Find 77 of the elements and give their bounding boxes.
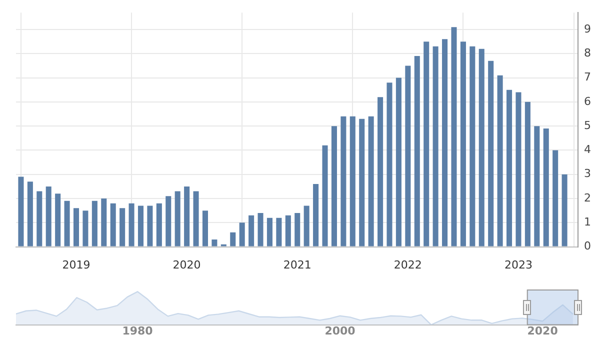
bar (193, 191, 199, 246)
y-tick-label: 0 (584, 240, 591, 253)
bar (285, 215, 291, 246)
bar (46, 186, 52, 246)
bar (442, 39, 448, 246)
bar (396, 78, 402, 246)
bar (156, 203, 162, 246)
x-tick-label: 2022 (394, 258, 422, 272)
x-tick-label: 2019 (62, 258, 90, 272)
bar (534, 126, 540, 246)
bar (27, 182, 33, 246)
bar (184, 186, 190, 246)
bar (414, 56, 420, 246)
bar (350, 116, 356, 246)
y-tick-label: 3 (584, 167, 591, 180)
bar (470, 46, 476, 246)
bar (451, 27, 457, 246)
bar (506, 90, 512, 246)
bar (120, 208, 126, 246)
bar (294, 213, 300, 246)
y-tick-label: 9 (584, 22, 591, 36)
bar (266, 218, 272, 246)
bar (516, 92, 522, 246)
x-tick-label: 1980 (122, 324, 154, 338)
bar (378, 97, 384, 246)
bar (543, 128, 549, 246)
x-tick-label: 2023 (504, 258, 532, 272)
bar (64, 200, 70, 246)
x-tick-label: 2021 (283, 258, 312, 272)
bar (212, 240, 218, 246)
bar (202, 210, 208, 246)
bar (92, 200, 98, 246)
bar (552, 150, 558, 246)
bar (331, 126, 337, 246)
bar (276, 218, 282, 246)
bar (304, 206, 310, 246)
bar (424, 42, 430, 246)
bar (230, 232, 236, 246)
bar (174, 191, 180, 246)
bar (368, 116, 374, 246)
y-tick-label: 2 (584, 191, 591, 204)
y-tick-label: 7 (584, 70, 591, 84)
bar (55, 194, 61, 246)
bar (248, 215, 254, 246)
y-tick-label: 5 (584, 118, 591, 132)
y-tick-label: 1 (584, 216, 591, 229)
bar (82, 210, 88, 246)
bar (166, 196, 172, 246)
bar (524, 102, 530, 246)
y-tick-label: 6 (584, 94, 591, 108)
y-tick-label: 4 (584, 143, 591, 156)
bar (488, 60, 494, 246)
bar (73, 208, 80, 246)
bar (239, 222, 245, 246)
bar (460, 42, 466, 246)
bar (340, 116, 346, 246)
bar (101, 198, 107, 246)
y-tick-label: 8 (584, 46, 591, 60)
bar (18, 176, 24, 246)
bar (258, 213, 264, 246)
bar (313, 184, 319, 246)
x-tick-label: 2020 (172, 258, 201, 272)
bar (128, 203, 134, 246)
bar (497, 75, 503, 246)
bar (110, 203, 116, 246)
bar (36, 191, 42, 246)
bar (562, 174, 568, 246)
bar (147, 206, 153, 246)
bar (322, 145, 328, 246)
bar (386, 82, 392, 246)
bar (138, 206, 144, 246)
x-tick-label: 2020 (527, 324, 558, 338)
bar (478, 48, 484, 246)
x-tick-label: 2000 (324, 324, 356, 338)
bar (359, 118, 365, 246)
bar (405, 66, 411, 246)
bar (432, 46, 438, 246)
